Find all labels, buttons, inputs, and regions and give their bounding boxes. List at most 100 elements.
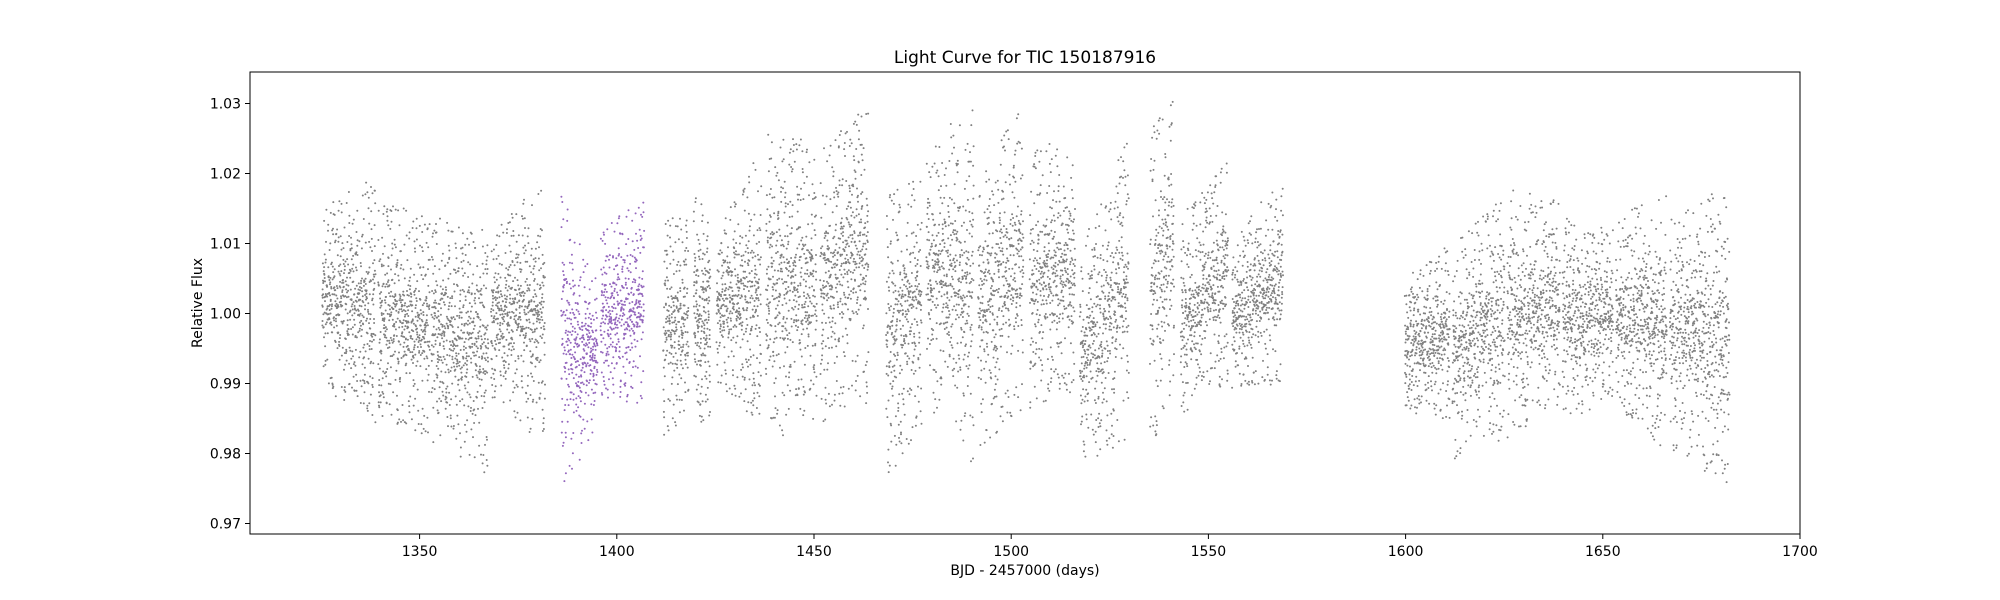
data-point — [403, 328, 406, 331]
data-point — [955, 420, 958, 423]
data-point — [753, 305, 756, 308]
data-point — [707, 261, 710, 264]
data-point — [751, 249, 753, 252]
data-point — [414, 287, 417, 290]
data-point — [898, 210, 901, 213]
data-point — [361, 363, 364, 366]
data-point — [403, 421, 406, 424]
data-point — [723, 229, 726, 232]
data-point — [971, 109, 974, 112]
data-point — [758, 241, 761, 243]
data-point — [343, 386, 346, 389]
data-point — [473, 292, 476, 295]
data-point — [436, 409, 439, 412]
data-point — [518, 299, 521, 302]
data-point — [522, 298, 525, 301]
data-point — [501, 316, 504, 319]
data-point — [433, 229, 436, 232]
data-point — [747, 264, 750, 267]
data-point — [373, 318, 375, 320]
data-point — [844, 257, 847, 260]
data-point — [524, 244, 526, 247]
data-point — [954, 270, 957, 273]
data-point — [703, 347, 706, 350]
data-point — [774, 407, 777, 410]
data-point — [980, 309, 983, 312]
data-point — [765, 229, 768, 232]
data-point — [730, 274, 733, 277]
data-point — [759, 344, 762, 347]
data-point — [932, 329, 935, 332]
data-point — [829, 273, 832, 276]
data-point — [700, 203, 703, 206]
data-point — [979, 319, 982, 321]
data-point — [806, 269, 809, 272]
data-point — [535, 295, 538, 298]
data-point — [951, 308, 954, 311]
data-point — [931, 266, 934, 269]
data-point — [963, 187, 966, 190]
data-point — [725, 318, 728, 321]
data-point — [478, 297, 480, 300]
data-point — [378, 379, 381, 381]
data-point — [851, 253, 854, 256]
data-point — [962, 358, 965, 361]
data-point — [451, 325, 454, 328]
data-point — [987, 304, 990, 306]
data-point — [705, 337, 708, 340]
data-point — [980, 359, 982, 362]
data-point — [794, 294, 797, 297]
data-point — [945, 306, 947, 309]
data-point — [496, 305, 499, 308]
data-point — [707, 316, 710, 319]
data-point — [794, 256, 797, 259]
data-point — [353, 312, 356, 315]
data-point — [507, 222, 510, 224]
data-point — [369, 327, 372, 330]
data-point — [335, 320, 337, 323]
data-point — [474, 414, 477, 417]
data-point — [930, 327, 933, 330]
data-point — [501, 356, 504, 359]
data-point — [980, 369, 983, 372]
data-point — [773, 232, 775, 235]
data-point — [954, 309, 957, 312]
data-point — [1002, 284, 1005, 287]
data-point — [736, 310, 739, 313]
data-point — [952, 257, 955, 260]
data-point — [928, 313, 931, 316]
data-point — [741, 366, 744, 369]
data-point — [473, 342, 476, 345]
data-point — [967, 376, 969, 378]
data-point — [814, 234, 817, 236]
data-point — [381, 299, 384, 302]
data-point — [704, 288, 707, 291]
data-point — [857, 161, 860, 164]
data-point — [788, 265, 791, 268]
data-point — [467, 261, 470, 264]
data-point — [504, 312, 507, 315]
data-point — [939, 243, 942, 246]
data-point — [752, 372, 755, 375]
data-point — [695, 305, 698, 308]
data-point — [823, 312, 826, 315]
data-point — [887, 399, 890, 402]
data-point — [833, 254, 836, 257]
data-point — [380, 312, 383, 315]
data-point — [832, 237, 835, 240]
data-point — [331, 303, 333, 306]
data-point — [813, 192, 816, 194]
data-point — [856, 298, 859, 301]
data-point — [421, 352, 424, 355]
data-point — [951, 222, 954, 225]
data-point — [900, 431, 902, 434]
data-point — [951, 369, 954, 372]
data-point — [433, 388, 436, 391]
data-point — [772, 354, 775, 357]
data-point — [914, 257, 916, 260]
data-point — [435, 301, 437, 304]
data-point — [526, 235, 529, 238]
data-point — [825, 231, 828, 234]
data-point — [885, 365, 888, 368]
data-point — [918, 283, 920, 285]
